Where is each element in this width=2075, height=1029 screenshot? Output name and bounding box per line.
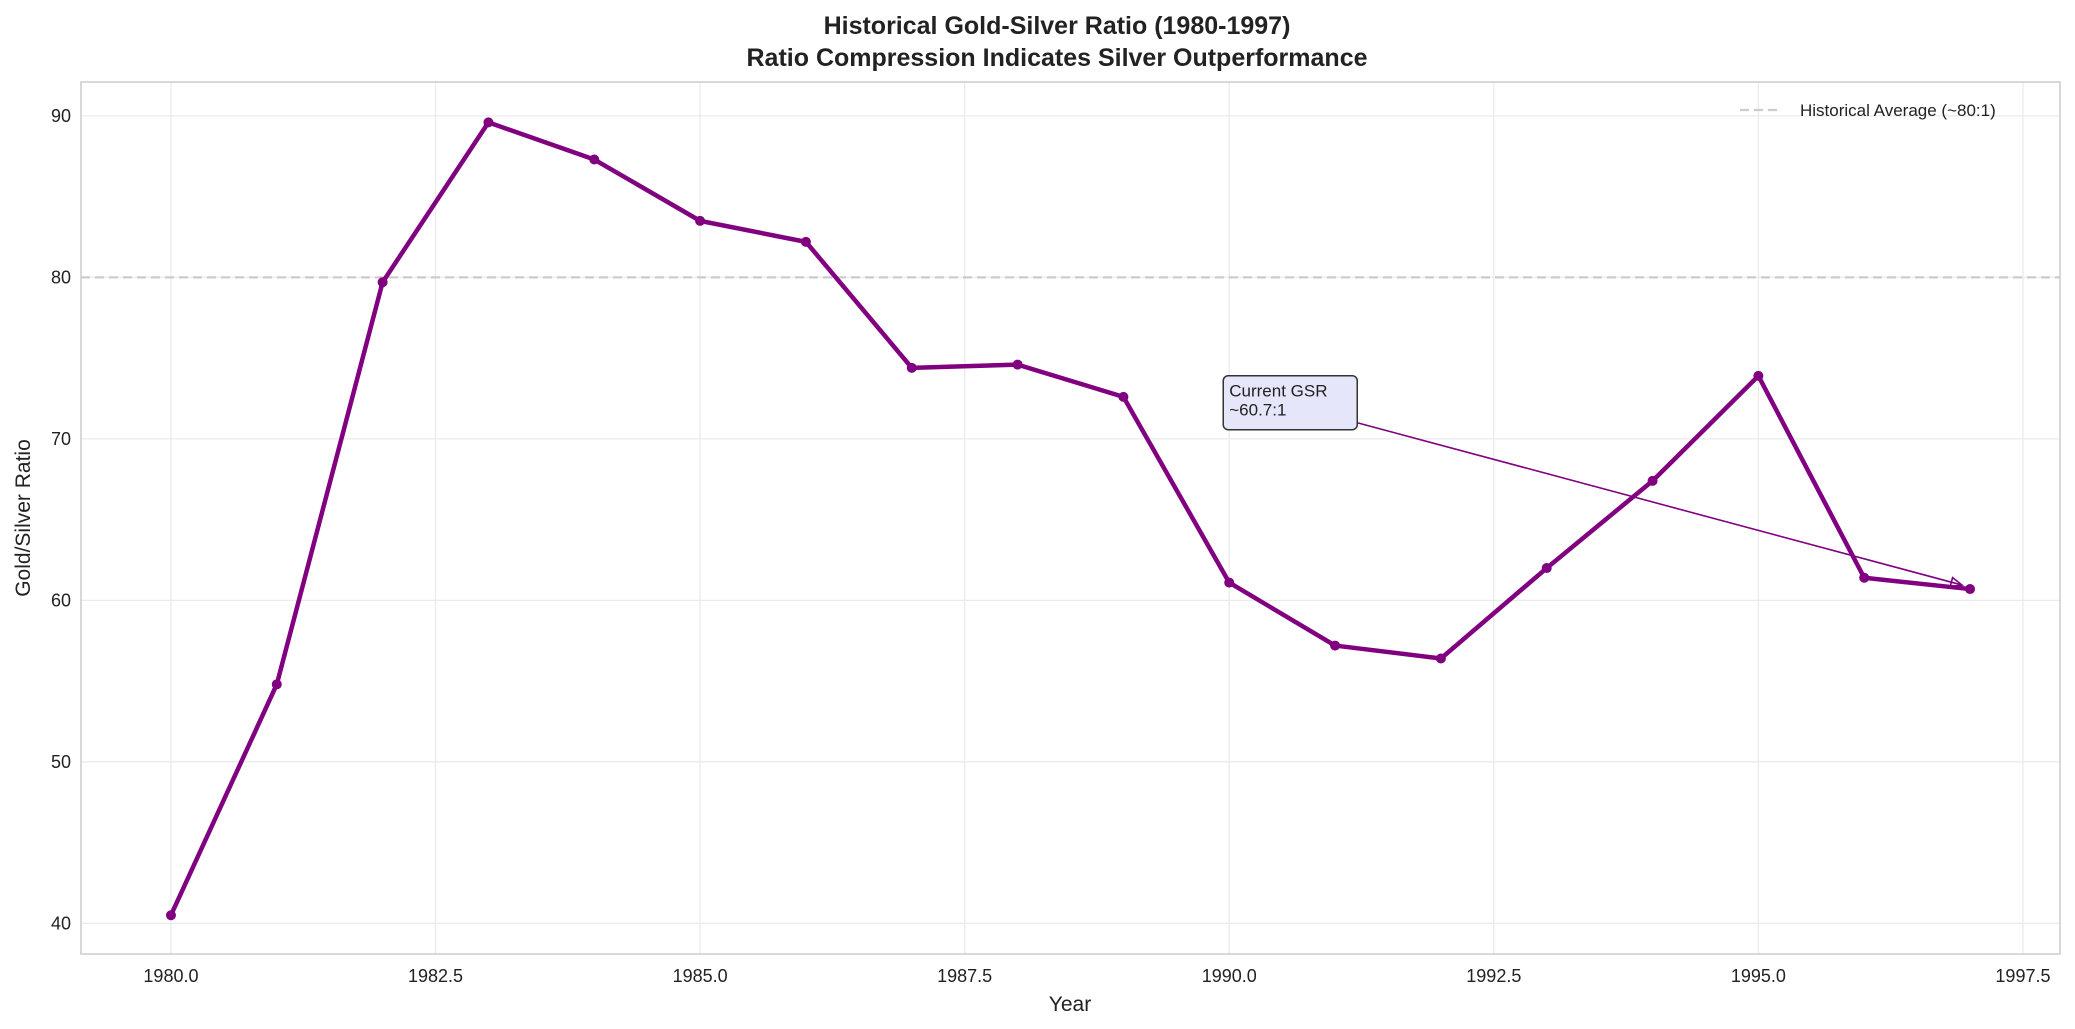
chart-subtitle: Ratio Compression Indicates Silver Outpe…	[747, 44, 1368, 72]
annotation-arrowhead	[1949, 576, 1965, 588]
data-point	[1965, 584, 1976, 595]
y-tick-label: 70	[51, 429, 71, 449]
data-point	[1435, 653, 1446, 664]
x-axis-label: Year	[1049, 993, 1091, 1016]
data-point	[271, 679, 282, 690]
y-axis-label: Gold/Silver Ratio	[12, 439, 35, 597]
annotation-box	[1222, 374, 1358, 431]
plot-frame	[80, 81, 2061, 955]
grid	[81, 82, 2060, 954]
x-tick-label: 1997.5	[1995, 966, 2050, 986]
x-tick-label: 1995.0	[1731, 966, 1786, 986]
x-tick-label: 1982.5	[408, 966, 463, 986]
y-tick-label: 80	[51, 267, 71, 287]
x-tick-label: 1992.5	[1466, 966, 1521, 986]
data-point	[377, 277, 388, 288]
data-point	[1541, 563, 1552, 574]
data-point	[1753, 370, 1764, 381]
legend: Historical Average (~80:1)	[1740, 101, 1996, 120]
x-tick-label: 1990.0	[1202, 966, 1257, 986]
chart-title: Historical Gold-Silver Ratio (1980-1997)	[824, 12, 1291, 40]
data-point	[1224, 577, 1235, 588]
legend-entry: Historical Average (~80:1)	[1800, 101, 1996, 120]
data-point	[1859, 572, 1870, 583]
data-point	[695, 215, 706, 226]
tick-labels: 1980.0 1982.5 1985.0 1987.5 1990.0 1992.5 1995…	[51, 106, 2051, 986]
y-tick-label: 40	[51, 913, 71, 933]
data-point	[800, 236, 811, 247]
x-tick-label: 1987.5	[937, 966, 992, 986]
data-point	[165, 910, 176, 921]
series-group	[165, 117, 1976, 921]
data-point	[1012, 359, 1023, 370]
series-line	[168, 120, 1971, 917]
x-tick-label: 1985.0	[673, 966, 728, 986]
y-tick-label: 60	[51, 590, 71, 610]
annotation-arrow	[1357, 421, 1963, 586]
data-point	[1330, 640, 1341, 651]
data-point	[483, 117, 494, 128]
x-tick-label: 1980.0	[143, 966, 198, 986]
data-point	[589, 154, 600, 165]
y-tick-label: 90	[51, 106, 71, 126]
annotation-line1: Current GSR	[1229, 382, 1327, 401]
y-tick-label: 50	[51, 752, 71, 772]
annotation: Current GSR ~60.7:1	[1222, 374, 1965, 588]
data-point	[906, 362, 917, 373]
data-point	[1647, 475, 1658, 486]
annotation-line2: ~60.7:1	[1229, 401, 1286, 420]
data-point	[1118, 391, 1129, 402]
